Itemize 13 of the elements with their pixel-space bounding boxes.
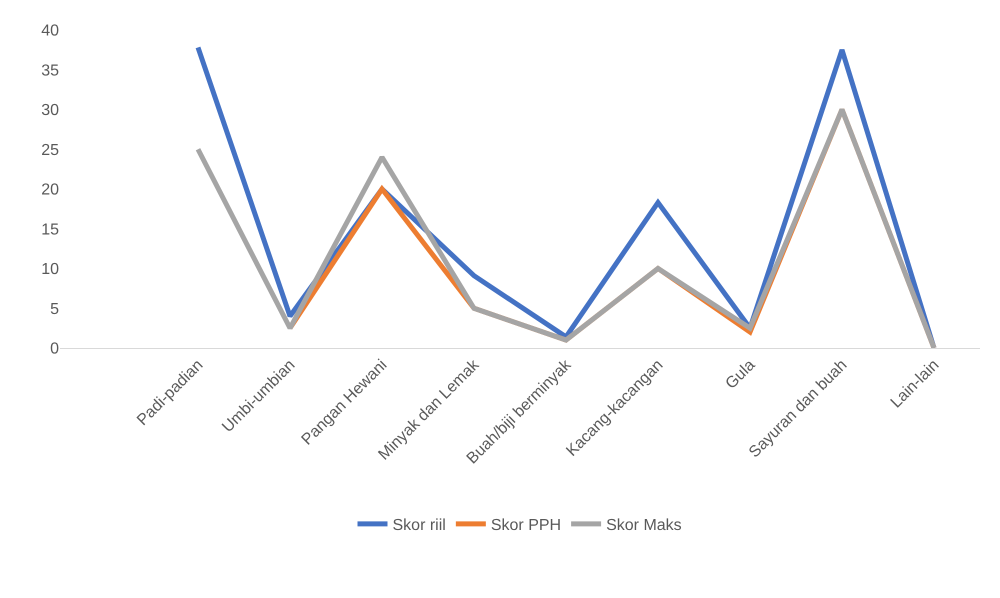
y-tick-label: 40 xyxy=(41,22,60,40)
y-tick-label: 5 xyxy=(50,300,60,318)
y-tick-label: 25 xyxy=(41,142,60,159)
legend-label: Skor PPH xyxy=(490,517,562,534)
legend-label: Skor riil xyxy=(392,517,446,534)
y-tick-label: 35 xyxy=(41,62,60,80)
legend-label: Skor Maks xyxy=(606,517,682,534)
y-tick-label: 0 xyxy=(50,340,60,358)
y-tick-label: 15 xyxy=(41,221,60,238)
y-tick-label: 10 xyxy=(41,261,60,278)
y-tick-label: 20 xyxy=(41,182,60,199)
x-tick-label: Gula xyxy=(722,356,759,393)
y-tick-label: 30 xyxy=(41,102,60,120)
